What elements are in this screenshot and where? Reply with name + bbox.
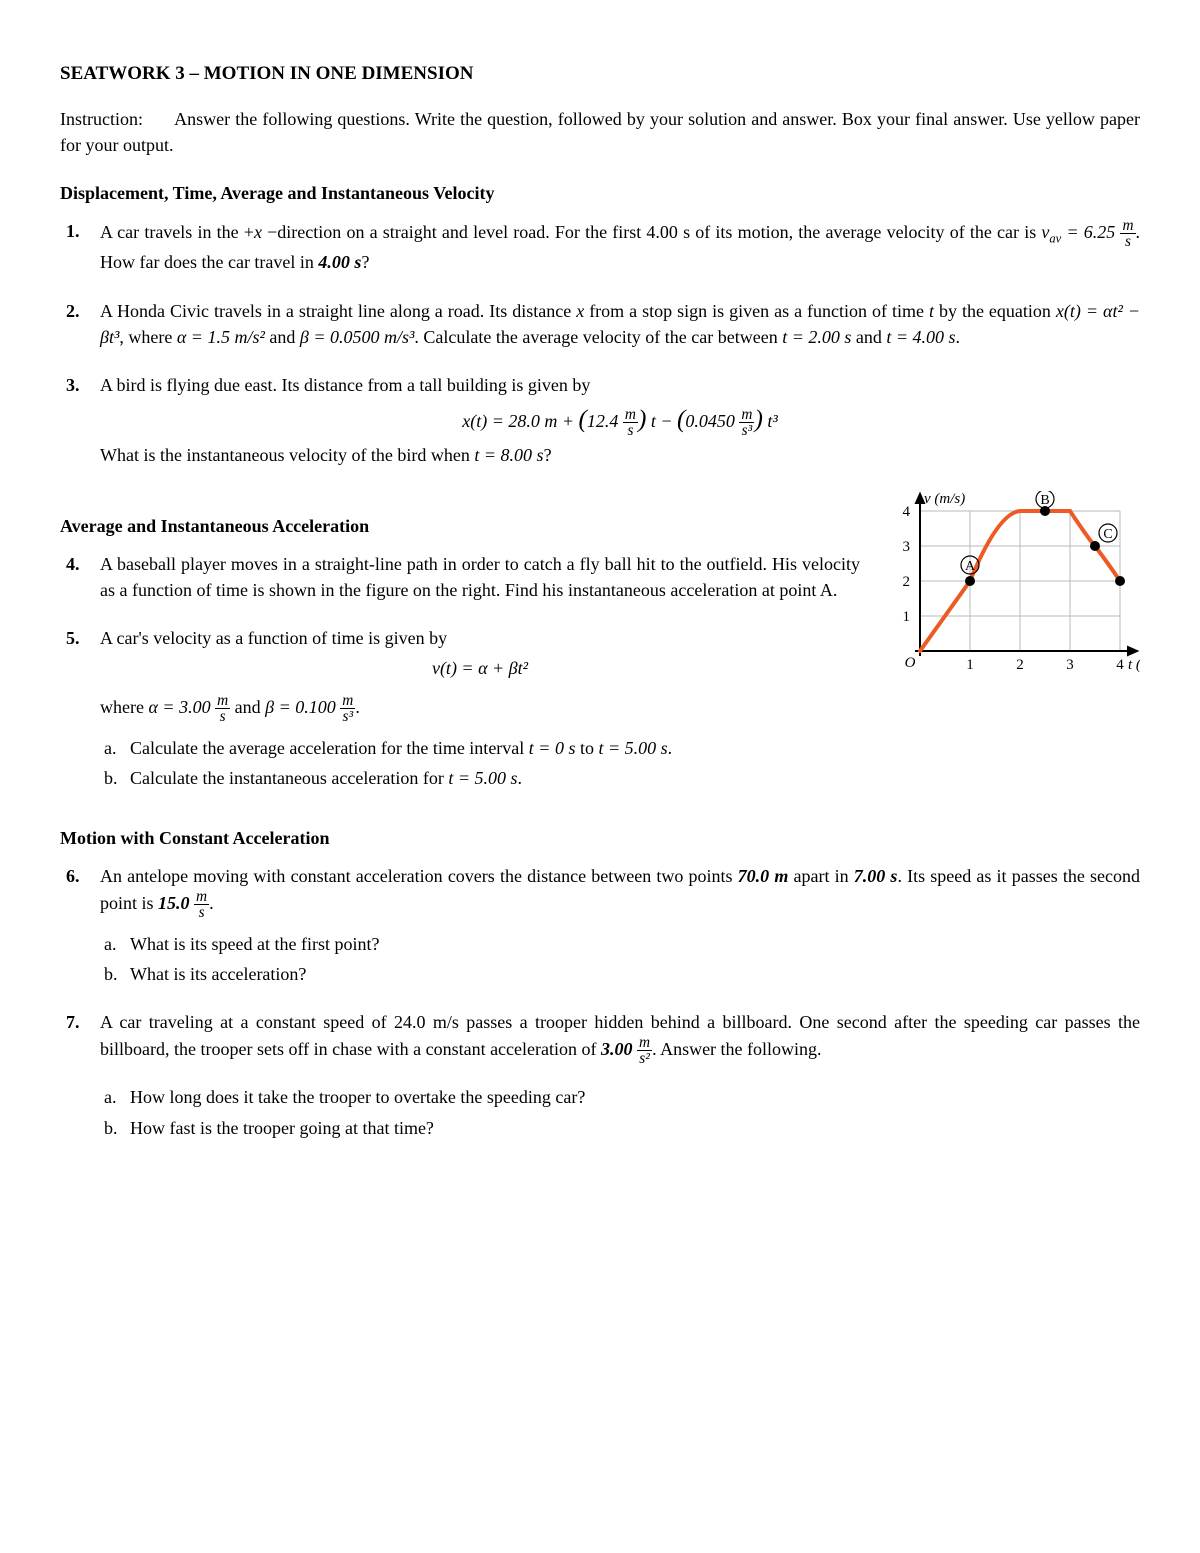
q4-text: A baseball player moves in a straight-li…	[100, 554, 860, 600]
q6-a: An antelope moving with constant acceler…	[100, 866, 738, 886]
q5-a: A car's velocity as a function of time i…	[100, 628, 447, 648]
q7-acc: 3.00	[601, 1039, 637, 1059]
q5-be: β = 0.100	[265, 697, 340, 717]
q2-x: x	[576, 301, 584, 321]
svg-text:3: 3	[1066, 657, 1074, 673]
svg-text:3: 3	[903, 539, 911, 555]
q1-av: av	[1049, 231, 1061, 245]
q2-e: and	[265, 327, 300, 347]
chart-ylabel: v (m/s)	[924, 491, 965, 507]
q3-t: t = 8.00 s	[474, 445, 543, 465]
q5-c: .	[355, 697, 360, 717]
q2-a: A Honda Civic travels in a straight line…	[100, 301, 576, 321]
q5-sub-b: b.Calculate the instantaneous accelerati…	[130, 765, 1140, 791]
q4-number: 4.	[66, 551, 80, 577]
q7-sub-a: a.How long does it take the trooper to o…	[130, 1084, 1140, 1110]
q3-equation: x(t) = 28.0 m + (12.4 ms) t − (0.0450 ms…	[100, 402, 1140, 439]
question-2: 2. A Honda Civic travels in a straight l…	[100, 298, 1140, 350]
q6-t: 7.00 s	[854, 866, 898, 886]
q2-c: by the equation	[934, 301, 1056, 321]
svg-text:2: 2	[1016, 657, 1024, 673]
q2-b: from a stop sign is given as a function …	[584, 301, 929, 321]
q3-number: 3.	[66, 372, 80, 398]
q7-b: . Answer the following.	[652, 1039, 821, 1059]
q5-sub-a: a.Calculate the average acceleration for…	[130, 735, 1140, 761]
chart-xlabel: t (s)	[1128, 657, 1140, 673]
q2-f: . Calculate the average velocity of the …	[414, 327, 782, 347]
q5-b: where	[100, 697, 148, 717]
instruction-label: Instruction:	[60, 106, 170, 132]
q5-equation: v(t) = α + βt²	[100, 655, 860, 681]
question-5-cont: where α = 3.00 ms and β = 0.100 ms³. a.C…	[100, 693, 1140, 791]
question-4: 4. A baseball player moves in a straight…	[100, 551, 860, 603]
q6-sub-a: a.What is its speed at the first point?	[130, 931, 1140, 957]
q6-number: 6.	[66, 863, 80, 889]
question-3: 3. A bird is flying due east. Its distan…	[100, 372, 1140, 469]
instruction-block: Instruction: Answer the following questi…	[60, 106, 1140, 158]
section-heading-3: Motion with Constant Acceleration	[60, 825, 1140, 851]
q2-g: t = 2.00 s	[782, 327, 851, 347]
svg-text:4: 4	[903, 504, 911, 520]
q2-number: 2.	[66, 298, 80, 324]
q2-be: β = 0.0500 m/s³	[300, 327, 415, 347]
q5-al: α = 3.00	[148, 697, 215, 717]
chart-label-a: A	[965, 559, 976, 574]
q1-text-b: −direction on a straight and level road.…	[262, 222, 1041, 242]
q6-b: apart in	[788, 866, 853, 886]
section-heading-2: Average and Instantaneous Acceleration	[60, 513, 860, 539]
chart-label-c: C	[1103, 527, 1112, 542]
q7-sub-b: b.How fast is the trooper going at that …	[130, 1115, 1140, 1141]
q2-d: , where	[119, 327, 176, 347]
q3-b: What is the instantaneous velocity of th…	[100, 445, 474, 465]
q5-and: and	[230, 697, 265, 717]
q2-h: and	[851, 327, 886, 347]
q2-al: α = 1.5 m/s²	[177, 327, 265, 347]
velocity-chart: A B C 1 2 3 4 1 2 3 4 O v (m/s) t (s)	[880, 491, 1140, 676]
question-1: 1. A car travels in the +x −direction on…	[100, 218, 1140, 276]
q1-var-x: x	[254, 222, 262, 242]
q6-d: 70.0 m	[738, 866, 789, 886]
question-5: 5. A car's velocity as a function of tim…	[100, 625, 860, 681]
q7-number: 7.	[66, 1009, 80, 1035]
svg-text:4: 4	[1116, 657, 1124, 673]
q2-i: t = 4.00 s	[886, 327, 955, 347]
svg-text:2: 2	[903, 574, 911, 590]
q6-v: 15.0	[158, 893, 194, 913]
q3-a: A bird is flying due east. Its distance …	[100, 375, 590, 395]
svg-text:1: 1	[966, 657, 974, 673]
q1-number: 1.	[66, 218, 80, 244]
question-6: 6. An antelope moving with constant acce…	[100, 863, 1140, 987]
q5-number: 5.	[66, 625, 80, 651]
chart-label-b: B	[1040, 493, 1049, 508]
q6-sub-b: b.What is its acceleration?	[130, 961, 1140, 987]
instruction-text: Answer the following questions. Write th…	[60, 109, 1140, 155]
q6-e: .	[209, 893, 214, 913]
q2-j: .	[956, 327, 961, 347]
section-heading-1: Displacement, Time, Average and Instanta…	[60, 180, 1140, 206]
svg-text:O: O	[905, 655, 916, 671]
question-7: 7. A car traveling at a constant speed o…	[100, 1009, 1140, 1141]
page-title: SEATWORK 3 – MOTION IN ONE DIMENSION	[60, 60, 1140, 88]
q1-four: 4.00 s	[318, 252, 361, 272]
q1-frac: ms	[1120, 218, 1135, 250]
svg-text:1: 1	[903, 609, 911, 625]
q1-text-d: ?	[361, 252, 369, 272]
q1-text-a: A car travels in the +	[100, 222, 254, 242]
q3-c: ?	[544, 445, 552, 465]
q1-eq: = 6.25	[1061, 222, 1120, 242]
